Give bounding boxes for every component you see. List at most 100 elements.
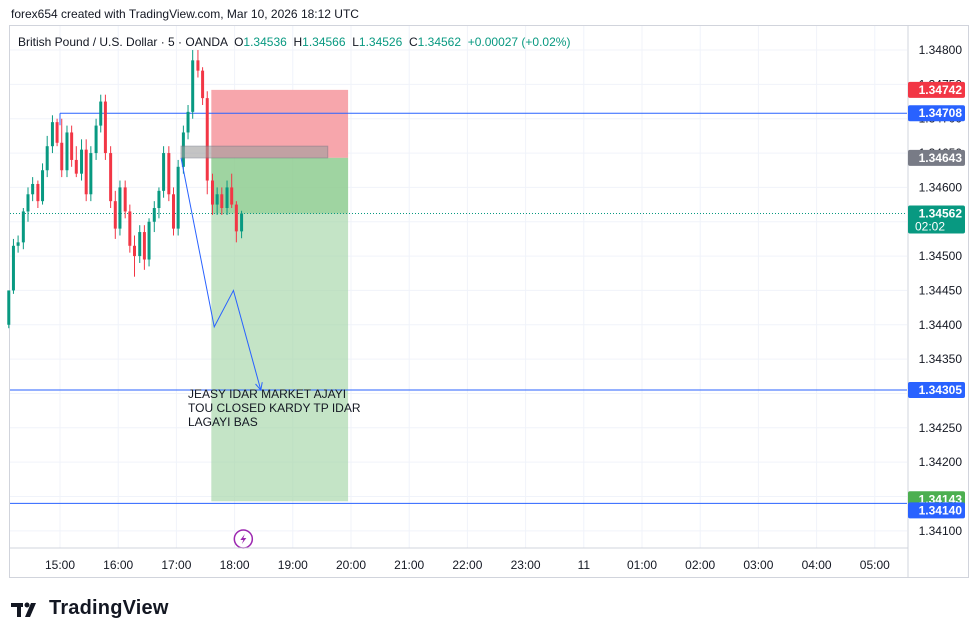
time-tick-label: 23:00 xyxy=(511,558,541,572)
brand-name: TradingView xyxy=(49,597,169,619)
time-tick-label: 18:00 xyxy=(220,558,250,572)
time-tick-label: 22:00 xyxy=(452,558,482,572)
rectangle-drawing xyxy=(180,145,329,159)
close-label: C xyxy=(408,35,418,49)
candle-body xyxy=(60,142,64,171)
candle-body xyxy=(167,153,171,195)
candle-body xyxy=(186,111,190,133)
candle-body xyxy=(36,183,40,202)
candle-body xyxy=(74,159,78,174)
candle-body xyxy=(26,194,30,212)
symbol-legend: British Pound / U.S. Dollar · 5 · OANDA … xyxy=(18,35,570,49)
price-label-box xyxy=(908,382,965,399)
candle-body xyxy=(147,221,151,260)
candle-body xyxy=(201,70,205,99)
price-tick-label: 1.34450 xyxy=(919,283,963,297)
candle-body xyxy=(118,187,122,229)
time-tick-label: 04:00 xyxy=(802,558,832,572)
price-label-text: 1.34643 xyxy=(919,151,963,165)
candles xyxy=(7,50,244,329)
candle-body xyxy=(123,187,127,212)
candle-body xyxy=(157,190,161,209)
price-label-box xyxy=(908,149,965,166)
candle-body xyxy=(31,183,35,195)
candle-body xyxy=(65,132,69,171)
chart-credit-text: forex654 created with TradingView.com, M… xyxy=(11,7,359,21)
candle-body xyxy=(7,290,11,325)
change-value: +0.00027 (+0.02%) xyxy=(467,35,571,49)
price-tick-label: 1.34500 xyxy=(919,249,963,263)
low-label: L xyxy=(352,35,359,49)
time-tick-label: 15:00 xyxy=(45,558,75,572)
candle-body xyxy=(103,101,107,154)
price-label-box xyxy=(908,105,965,122)
time-tick-label: 02:00 xyxy=(685,558,715,572)
candle-body xyxy=(234,204,238,232)
position-tool xyxy=(211,89,349,502)
candle-body xyxy=(230,187,234,205)
price-tick-label: 1.34350 xyxy=(919,352,963,366)
candle-body xyxy=(11,245,15,291)
candle-body xyxy=(220,194,224,209)
candle-body xyxy=(21,211,25,243)
candle-body xyxy=(70,132,74,160)
candle-body xyxy=(55,122,59,143)
time-tick-label: 19:00 xyxy=(278,558,308,572)
candle-body xyxy=(128,211,132,246)
price-label-box xyxy=(908,502,965,519)
price-tick-label: 1.34800 xyxy=(919,43,963,57)
candle-body xyxy=(191,60,195,112)
time-tick-label: 20:00 xyxy=(336,558,366,572)
price-tick-label: 1.34250 xyxy=(919,421,963,435)
price-tick-label: 1.34100 xyxy=(919,524,963,538)
price-tick-label: 1.34400 xyxy=(919,318,963,332)
candle-body xyxy=(80,149,84,174)
candle-body xyxy=(113,201,117,229)
arrow-head xyxy=(255,382,263,392)
time-tick-label: 16:00 xyxy=(103,558,133,572)
candle-body xyxy=(45,146,49,171)
annotation-text: LAGAYI BAS xyxy=(188,415,258,429)
projection-path xyxy=(180,157,262,391)
time-axis: 15:00 16:00 17:00 18:00 19:00 20:00 21:00 22:00… xyxy=(10,547,908,572)
candle-body xyxy=(171,194,175,229)
candle-body xyxy=(132,245,136,257)
candle-body xyxy=(142,232,146,260)
candle-body xyxy=(84,149,88,195)
countdown-text: 02:02 xyxy=(915,220,945,234)
time-tick-label: 01:00 xyxy=(627,558,657,572)
time-tick-label: 05:00 xyxy=(860,558,890,572)
price-label-text: 1.34742 xyxy=(919,83,963,97)
grid xyxy=(10,26,907,548)
candle-body xyxy=(138,232,142,257)
candle-body xyxy=(196,60,200,71)
candle-body xyxy=(99,101,103,126)
price-label-box xyxy=(908,205,965,234)
candle-body xyxy=(50,122,54,147)
price-label-text: 1.34708 xyxy=(919,106,963,120)
profit-progress-zone xyxy=(211,157,349,214)
close-value: 1.34562 xyxy=(417,35,462,49)
symbol-name[interactable]: British Pound / U.S. Dollar · 5 · OANDA xyxy=(18,35,228,49)
horizontal-lines xyxy=(10,112,907,504)
candle-body xyxy=(89,153,93,195)
price-tick-label: 1.34200 xyxy=(919,455,963,469)
high-value: 1.34566 xyxy=(302,35,346,49)
candle-body xyxy=(94,125,98,154)
price-label-text: 1.34562 xyxy=(919,207,963,221)
candle-body xyxy=(225,187,229,209)
take-profit-zone xyxy=(211,157,349,502)
price-label-box xyxy=(908,81,965,98)
time-tick-label: 11 xyxy=(578,558,591,572)
candle-body xyxy=(215,194,219,205)
candle-body xyxy=(210,180,214,205)
annotation-text: JEASY IDAR MARKET AJAYI xyxy=(188,387,346,401)
price-label-text: 1.34305 xyxy=(919,383,963,397)
annotation-text: TOU CLOSED KARDY TP IDAR xyxy=(188,401,361,415)
candle-body xyxy=(152,208,156,222)
tradingview-brand[interactable]: TradingView xyxy=(11,597,169,620)
candle-body xyxy=(240,213,244,232)
